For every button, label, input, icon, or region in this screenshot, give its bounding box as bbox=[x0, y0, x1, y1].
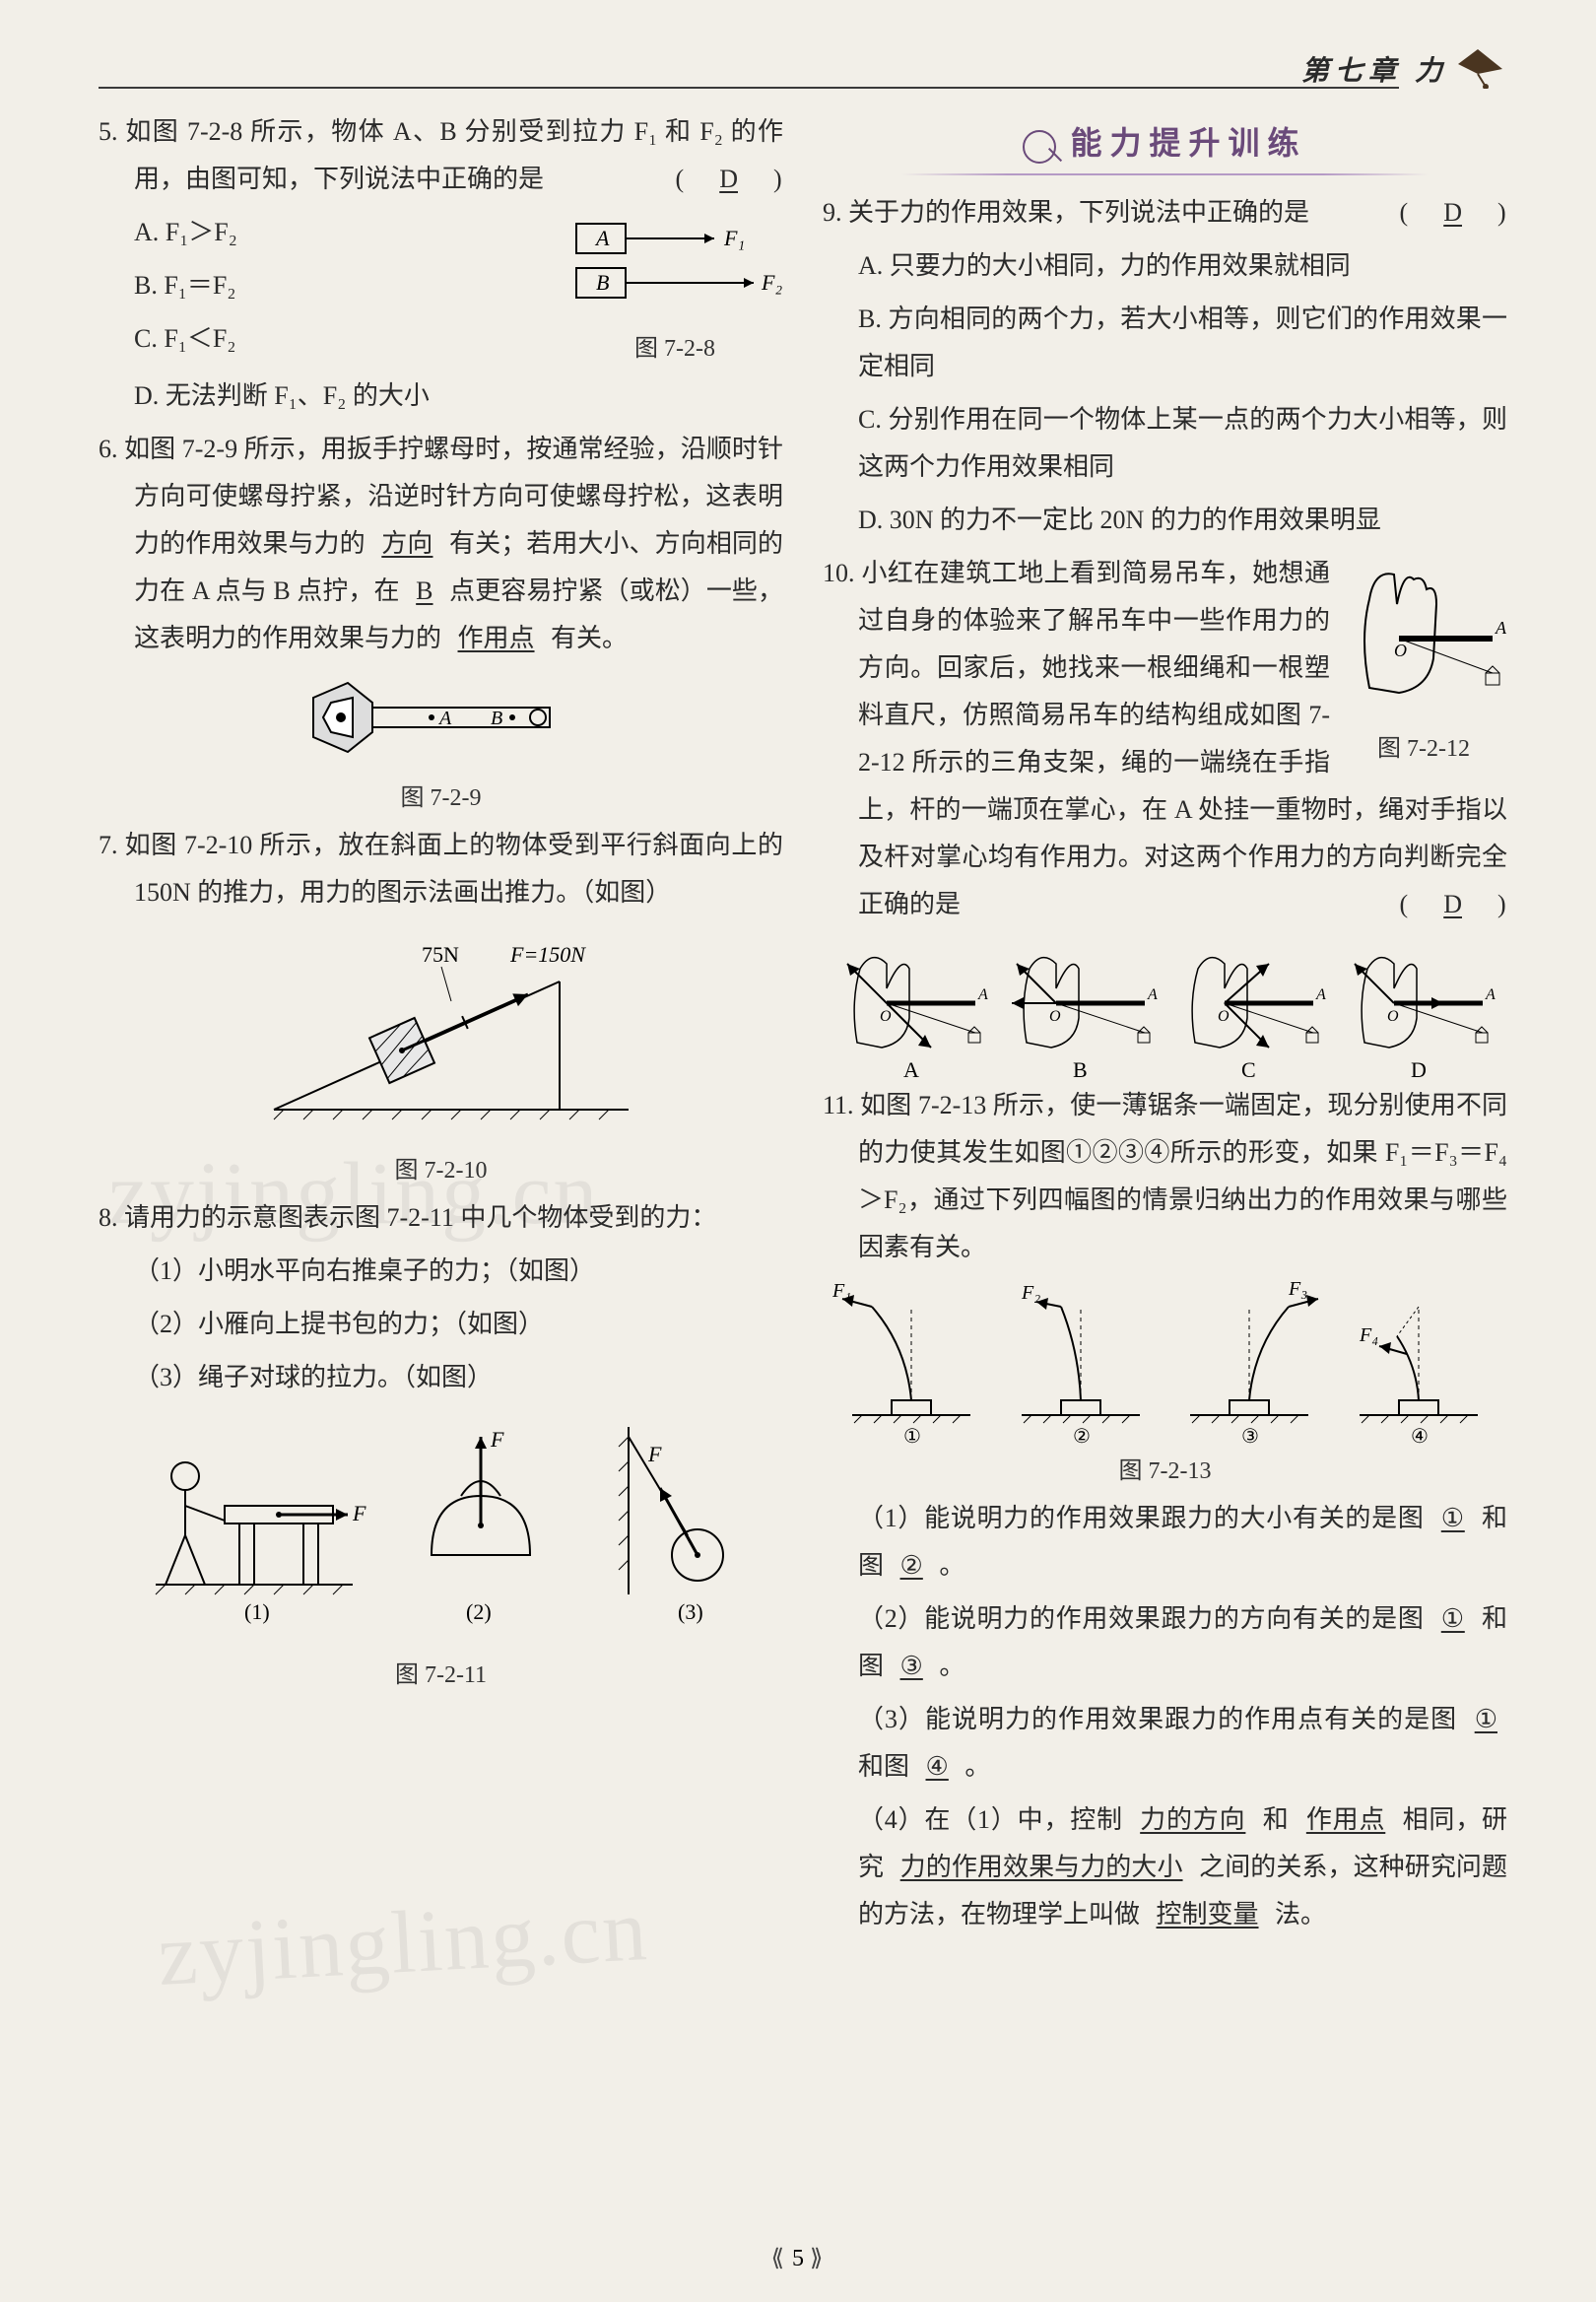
q11-part1: （1）能说明力的作用效果跟力的大小有关的是图 ① 和图 ② 。 bbox=[823, 1495, 1507, 1590]
svg-text:A: A bbox=[437, 708, 452, 729]
q10-opt-c-fig: O A C bbox=[1170, 934, 1328, 1082]
svg-text:F: F bbox=[352, 1501, 366, 1525]
section-underline bbox=[901, 173, 1429, 175]
q11-part3: （3）能说明力的作用效果跟力的作用点有关的是图 ① 和图 ④ 。 bbox=[823, 1696, 1507, 1791]
svg-text:F₂: F₂ bbox=[761, 270, 782, 295]
svg-text:②: ② bbox=[1073, 1426, 1091, 1445]
q6-blank1: 方向 bbox=[371, 529, 442, 558]
svg-text:A: A bbox=[1315, 986, 1326, 1003]
q5-opt-b: B. F₁＝F₂ bbox=[99, 262, 566, 309]
q8-item3: （3）绳子对球的拉力。（如图） bbox=[99, 1354, 783, 1401]
right-column: 能力提升训练 9. 关于力的作用效果，下列说法中正确的是 ( D ) A. 只要… bbox=[823, 108, 1507, 1944]
svg-text:O: O bbox=[1049, 1008, 1061, 1025]
svg-text:A: A bbox=[594, 226, 610, 250]
svg-text:B: B bbox=[1073, 1057, 1088, 1082]
q11-part4: （4）在（1）中，控制 力的方向 和 作用点 相同，研究 力的作用效果与力的大小… bbox=[823, 1796, 1507, 1938]
q10-opt-b-fig: O A B bbox=[1002, 934, 1160, 1082]
svg-text:A: A bbox=[977, 986, 988, 1003]
left-column: 5. 如图 7-2-8 所示，物体 A、B 分别受到拉力 F₁ 和 F₂ 的作用… bbox=[99, 108, 783, 1944]
figure-7-2-8: A F₁ B F₂ 图 7-2-8 bbox=[566, 209, 783, 372]
svg-text:O: O bbox=[1394, 641, 1407, 660]
q5-opt-c: C. F₁＜F₂ bbox=[99, 315, 566, 363]
q7-stem: 7. 如图 7-2-10 所示，放在斜面上的物体受到平行斜面向上的 150N 的… bbox=[99, 822, 783, 916]
q10-opt-a-fig: O A A bbox=[832, 934, 990, 1082]
figure-7-2-12: O A 图 7-2-12 bbox=[1340, 550, 1507, 773]
figure-7-2-9: A B 图 7-2-9 bbox=[99, 668, 783, 812]
svg-text:(3): (3) bbox=[678, 1599, 703, 1624]
q9-answer: D bbox=[1433, 198, 1472, 227]
q10-answer: D bbox=[1433, 890, 1472, 918]
svg-text:O: O bbox=[1387, 1008, 1399, 1025]
q11-part2: （2）能说明力的作用效果跟力的方向有关的是图 ① 和图 ③ 。 bbox=[823, 1595, 1507, 1690]
svg-text:A: A bbox=[1485, 986, 1496, 1003]
q8-item2: （2）小雁向上提书包的力；（如图） bbox=[99, 1301, 783, 1348]
q5-opt-d: D. 无法判断 F₁、F₂ 的大小 bbox=[99, 372, 783, 420]
svg-text:③: ③ bbox=[1241, 1426, 1259, 1445]
q9-opt-d: D. 30N 的力不一定比 20N 的力的作用效果明显 bbox=[823, 497, 1507, 544]
svg-text:F₁: F₁ bbox=[723, 226, 745, 250]
q8-item1: （1）小明水平向右推桌子的力；（如图） bbox=[99, 1248, 783, 1295]
svg-text:75N: 75N bbox=[422, 942, 459, 967]
q10-options-figs: O A A O A B O A C bbox=[823, 934, 1507, 1082]
header-rule bbox=[99, 87, 1399, 89]
q9-opt-a: A. 只要力的大小相同，力的作用效果就相同 bbox=[823, 242, 1507, 290]
svg-text:F₃: F₃ bbox=[1288, 1278, 1307, 1300]
svg-text:①: ① bbox=[903, 1426, 921, 1445]
svg-text:A: A bbox=[1495, 618, 1507, 638]
svg-text:F₁: F₁ bbox=[832, 1280, 851, 1302]
svg-text:C: C bbox=[1241, 1057, 1256, 1082]
q5-stem: 5. 如图 7-2-8 所示，物体 A、B 分别受到拉力 F₁ 和 F₂ 的作用… bbox=[99, 108, 783, 203]
svg-text:O: O bbox=[880, 1008, 892, 1025]
svg-text:F: F bbox=[647, 1442, 662, 1466]
q8-stem: 8. 请用力的示意图表示图 7-2-11 中几个物体受到的力： bbox=[99, 1194, 783, 1242]
svg-text:④: ④ bbox=[1411, 1426, 1429, 1445]
section-title: 能力提升训练 bbox=[823, 118, 1507, 164]
q6: 6. 如图 7-2-9 所示，用扳手拧螺母时，按通常经验，沿顺时针方向可使螺母拧… bbox=[99, 426, 783, 662]
q5-answer: D bbox=[709, 165, 748, 193]
svg-text:A: A bbox=[903, 1057, 919, 1082]
svg-text:O: O bbox=[1218, 1008, 1230, 1025]
q9-opt-c: C. 分别作用在同一个物体上某一点的两个力大小相等，则这两个力作用效果相同 bbox=[823, 396, 1507, 491]
figure-7-2-11: F (1) F (2) bbox=[99, 1407, 783, 1689]
page-number: ⟪ 5 ⟫ bbox=[771, 2244, 826, 2272]
svg-text:F₂: F₂ bbox=[1021, 1282, 1040, 1304]
figure-7-2-13: F₁ ① F₂ ② F₃ ③ bbox=[823, 1277, 1507, 1445]
hat-icon bbox=[1448, 39, 1507, 89]
q6-blank3: 作用点 bbox=[448, 624, 545, 652]
magnifier-icon bbox=[1023, 130, 1056, 164]
figure-7-2-10: 75N F=150N 图 7-2-10 bbox=[99, 922, 783, 1185]
svg-text:F₄: F₄ bbox=[1359, 1324, 1378, 1346]
svg-text:B: B bbox=[491, 708, 502, 729]
svg-text:A: A bbox=[1147, 986, 1158, 1003]
q9-stem: 9. 关于力的作用效果，下列说法中正确的是 ( D ) bbox=[823, 189, 1507, 237]
svg-text:F=150N: F=150N bbox=[509, 942, 586, 967]
svg-text:(2): (2) bbox=[466, 1599, 492, 1624]
svg-text:D: D bbox=[1411, 1057, 1427, 1082]
q5-opt-a: A. F₁＞F₂ bbox=[99, 209, 566, 256]
svg-text:(1): (1) bbox=[244, 1599, 270, 1624]
q10-opt-d-fig: O A D bbox=[1340, 934, 1497, 1082]
svg-text:B: B bbox=[596, 270, 609, 295]
q6-blank2: B bbox=[406, 576, 442, 605]
q11-stem: 11. 如图 7-2-13 所示，使一薄锯条一端固定，现分别使用不同的力使其发生… bbox=[823, 1082, 1507, 1271]
svg-text:F: F bbox=[490, 1427, 504, 1452]
chapter-title: 第七章 力 bbox=[1301, 49, 1448, 89]
q9-opt-b: B. 方向相同的两个力，若大小相等，则它们的作用效果一定相同 bbox=[823, 296, 1507, 390]
